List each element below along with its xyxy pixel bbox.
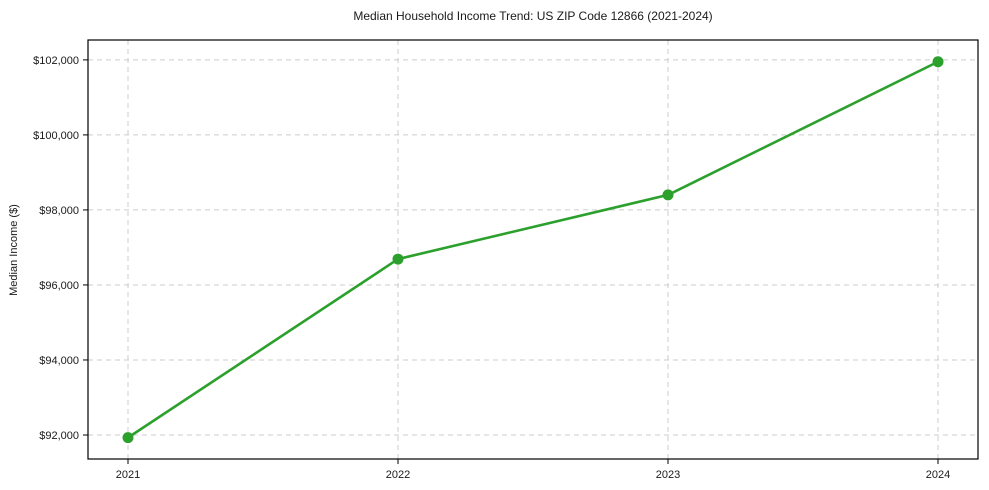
trend-line [126,60,940,439]
y-tick-label: $94,000 [39,355,79,367]
axes-group: $92,000 $94,000 $96,000 $98,000 $100,000 $102… [33,39,979,481]
x-tick-label: 2022 [386,469,410,481]
y-tick-label: $98,000 [39,205,79,217]
x-tick-label: 2021 [116,469,140,481]
data-point-marker [932,56,944,68]
y-tick-label: $96,000 [39,280,79,292]
gridlines-group [88,40,978,459]
y-tick-label: $100,000 [33,130,79,142]
y-tick-label: $102,000 [33,55,79,67]
data-point-marker [662,189,674,201]
x-tick-label: 2023 [656,469,680,481]
data-point-marker [122,432,134,444]
y-tick-label: $92,000 [39,430,79,442]
y-axis-title: Median Income ($) [8,204,20,296]
data-point-marker [392,253,404,265]
plot-border [87,39,979,460]
series-group [122,56,944,444]
chart-title: Median Household Income Trend: US ZIP Co… [353,9,712,23]
x-tick-label: 2024 [926,469,950,481]
